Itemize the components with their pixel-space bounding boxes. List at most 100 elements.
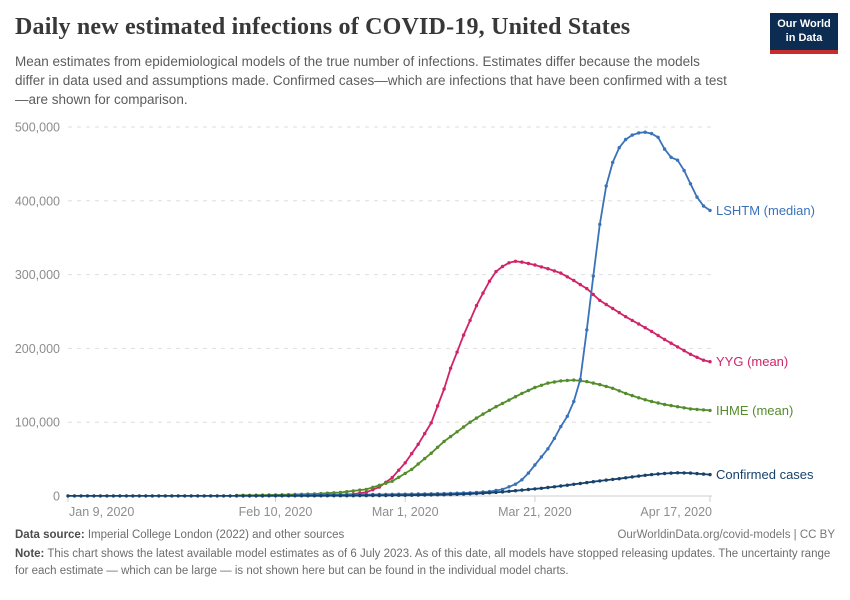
series-dot-lshtm [637,131,641,135]
series-line-yyg[interactable] [320,260,711,497]
series-dot-confirmed [630,475,634,479]
series-dot-ihme [688,407,693,411]
chart-subtitle: Mean estimates from epidemiological mode… [15,54,727,108]
series-dot-lshtm [598,222,602,227]
series-dot-ihme [526,388,531,393]
series-dot-confirmed [345,494,349,498]
series-dot-ihme [390,479,394,483]
series-dot-lshtm [669,155,673,159]
series-dot-confirmed [85,494,90,498]
series-dot-confirmed [656,472,660,476]
series-dot-ihme [461,425,466,429]
series-dot-ihme [377,483,381,487]
series-dot-confirmed [234,494,239,498]
series-dot-yyg [617,310,621,315]
series-line-lshtm[interactable] [295,131,711,496]
series-dot-yyg [669,341,673,345]
series-dot-confirmed [202,494,206,498]
series-dot-confirmed [708,472,712,477]
series-dot-confirmed [221,494,226,498]
series-dot-yyg [526,261,531,266]
series-dot-yyg [435,404,440,408]
series-dot-confirmed [598,479,602,483]
series-dot-confirmed [572,482,576,486]
series-dot-yyg [546,267,550,271]
series-dot-yyg [649,329,654,334]
series-dot-confirmed [247,494,252,498]
series-dot-confirmed [513,489,518,493]
series-dot-ihme [481,412,485,416]
series-dot-confirmed [701,472,706,476]
series-dot-ihme [708,408,712,413]
series-dot-lshtm [708,208,712,213]
series-dot-yyg [397,468,401,472]
owid-logo[interactable]: Our World in Data [770,13,838,54]
owid-link[interactable]: OurWorldinData.org/covid-models | CC BY [617,529,835,541]
series-dot-yyg [468,318,472,323]
series-dot-confirmed [384,493,388,498]
series-dot-yyg [624,315,628,319]
note-text: This chart shows the latest available mo… [15,548,831,578]
footer-source-row: Data source: Imperial College London (20… [15,529,835,541]
data-source-text: Imperial College London (2022) and other… [84,529,345,541]
series-dot-confirmed [215,494,219,498]
series-dot-confirmed [137,494,141,498]
series-dot-confirmed [481,491,485,495]
series-dot-confirmed [468,492,472,496]
series-dot-yyg [423,431,427,436]
series-dot-yyg [675,345,680,349]
series-dot-confirmed [617,477,621,481]
data-source-label: Data source: [15,529,85,541]
series-dot-ihme [455,430,459,434]
series-dot-yyg [481,291,485,295]
series-dot-lshtm [643,130,647,134]
series-label-confirmed[interactable]: Confirmed cases [716,467,814,482]
series-dot-confirmed [507,489,511,493]
series-dot-yyg [578,282,582,287]
series-dot-ihme [649,399,654,404]
series-dot-confirmed [260,494,265,498]
series-dot-confirmed [273,494,278,498]
series-dot-confirmed [98,494,103,498]
series-dot-yyg [604,302,608,307]
series-dot-yyg [585,286,589,291]
series-dot-ihme [572,378,576,382]
series-label-ihme[interactable]: IHME (mean) [716,403,793,418]
series-dot-lshtm [611,160,615,165]
series-dot-yyg [643,326,647,330]
series-dot-ihme [546,381,550,385]
series-dot-lshtm [688,182,693,186]
series-dot-yyg [630,318,634,323]
series-dot-confirmed [390,493,394,498]
series-dot-confirmed [688,471,693,475]
series-dot-confirmed [267,494,271,498]
series-dot-confirmed [124,494,129,498]
series-dot-yyg [708,360,712,364]
series-line-confirmed[interactable] [68,471,711,497]
series-dot-ihme [617,389,621,393]
chart-canvas[interactable]: 0 100,000 200,000 300,000 400,000 500,000 Jan … [0,100,850,545]
series-dot-lshtm [662,147,667,151]
series-dot-confirmed [682,471,686,475]
series-label-lshtm[interactable]: LSHTM (median) [716,203,815,218]
series-dot-lshtm [578,377,582,382]
series-dot-confirmed [157,494,161,498]
series-dot-yyg [611,306,615,311]
series-dot-confirmed [442,493,446,497]
series-label-yyg[interactable]: YYG (mean) [716,354,788,369]
series-dot-confirmed [293,494,297,498]
series-dot-confirmed [559,484,563,488]
series-dot-ihme [682,406,686,410]
series-dot-ihme [585,379,589,384]
series-dot-confirmed [643,473,647,477]
series-dot-confirmed [299,494,304,498]
series-dot-confirmed [533,487,537,491]
series-dot-confirmed [448,492,453,497]
series-dot-confirmed [410,493,414,497]
series-dot-lshtm [533,463,537,467]
series-dot-yyg [416,442,420,446]
series-dot-ihme [630,393,634,398]
series-dot-confirmed [520,488,524,492]
series-dot-ihme [604,384,608,389]
